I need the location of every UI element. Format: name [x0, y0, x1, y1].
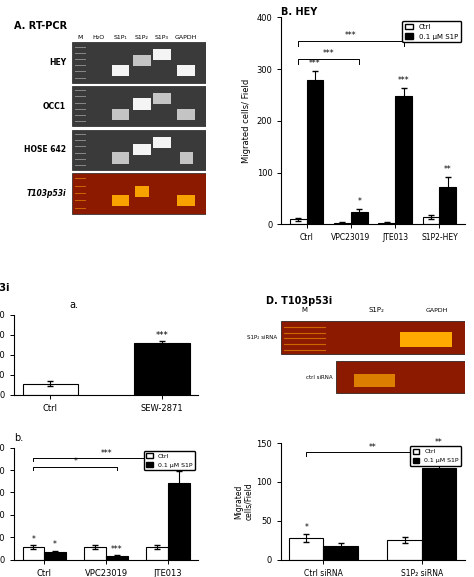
- Bar: [422, 468, 456, 560]
- Bar: [133, 55, 151, 66]
- Bar: [111, 195, 129, 207]
- Bar: [106, 556, 128, 560]
- Text: OCC1: OCC1: [43, 102, 66, 111]
- Bar: [111, 108, 129, 120]
- Y-axis label: Migrated
cells/Field: Migrated cells/Field: [234, 482, 253, 520]
- Bar: [395, 96, 412, 224]
- Bar: [111, 152, 129, 163]
- Bar: [44, 552, 66, 560]
- Text: S1P₂ siRNA: S1P₂ siRNA: [247, 335, 277, 340]
- Bar: [439, 187, 456, 224]
- Text: T103p53i: T103p53i: [27, 189, 66, 198]
- Text: ***: ***: [100, 448, 112, 458]
- Text: ***: ***: [323, 49, 335, 58]
- Text: HOSE 642: HOSE 642: [24, 145, 66, 154]
- Bar: [387, 540, 422, 560]
- Text: GAPDH: GAPDH: [426, 308, 448, 313]
- Bar: [84, 547, 106, 560]
- Bar: [23, 547, 44, 560]
- Text: H₂O: H₂O: [92, 35, 105, 40]
- Bar: [323, 546, 358, 560]
- Bar: [72, 42, 206, 83]
- Text: S1P₁: S1P₁: [113, 35, 127, 40]
- Text: ***: ***: [111, 545, 123, 554]
- Bar: [378, 223, 395, 224]
- Text: ***: ***: [309, 59, 321, 68]
- Text: C. T103p53i: C. T103p53i: [0, 283, 10, 293]
- Text: a.: a.: [69, 301, 78, 310]
- Text: ***: ***: [345, 31, 356, 40]
- Text: B. HEY: B. HEY: [282, 6, 318, 17]
- Bar: [153, 137, 171, 148]
- Text: *: *: [304, 523, 308, 533]
- Text: ***: ***: [155, 331, 168, 340]
- Bar: [336, 362, 465, 393]
- Legend: Ctrl, 0.1 μM S1P: Ctrl, 0.1 μM S1P: [144, 451, 195, 470]
- Bar: [72, 173, 206, 213]
- Text: *: *: [53, 541, 57, 549]
- Bar: [111, 65, 129, 76]
- Bar: [134, 343, 190, 395]
- Text: M: M: [301, 307, 308, 313]
- Text: S1P₃: S1P₃: [155, 35, 169, 40]
- Bar: [133, 99, 151, 110]
- Bar: [72, 130, 206, 170]
- Bar: [180, 152, 193, 163]
- Text: *: *: [73, 458, 77, 466]
- Text: b.: b.: [14, 433, 24, 443]
- Text: **: **: [435, 438, 443, 447]
- Bar: [351, 212, 368, 224]
- Legend: Ctrl, 0.1 μM S1P: Ctrl, 0.1 μM S1P: [410, 446, 461, 466]
- Bar: [135, 186, 148, 197]
- Text: **: **: [444, 165, 452, 174]
- Bar: [354, 374, 395, 387]
- Bar: [177, 108, 195, 120]
- Text: D. T103p53i: D. T103p53i: [266, 296, 332, 306]
- Text: *: *: [31, 534, 36, 544]
- Text: *: *: [357, 197, 361, 206]
- Text: **: **: [369, 443, 376, 452]
- Bar: [133, 144, 151, 155]
- Text: ***: ***: [173, 461, 185, 470]
- Bar: [334, 223, 351, 224]
- Bar: [23, 384, 78, 395]
- Bar: [153, 48, 171, 60]
- Text: HEY: HEY: [49, 58, 66, 67]
- Bar: [400, 332, 452, 347]
- Bar: [307, 81, 323, 224]
- Bar: [153, 93, 171, 104]
- Text: GAPDH: GAPDH: [175, 35, 198, 40]
- Bar: [72, 86, 206, 126]
- Bar: [290, 219, 307, 224]
- Text: ctrl siRNA: ctrl siRNA: [306, 375, 332, 380]
- Bar: [289, 538, 323, 560]
- Bar: [146, 547, 168, 560]
- Text: A. RT-PCR: A. RT-PCR: [14, 21, 67, 32]
- Bar: [177, 65, 195, 76]
- Bar: [168, 482, 190, 560]
- Y-axis label: Migrated cells/ Field: Migrated cells/ Field: [242, 79, 251, 163]
- Text: ***: ***: [398, 76, 410, 85]
- Bar: [281, 321, 465, 354]
- Text: M: M: [77, 35, 82, 40]
- Text: S1P₂: S1P₂: [135, 35, 149, 40]
- Legend: Ctrl, 0.1 μM S1P: Ctrl, 0.1 μM S1P: [402, 21, 461, 42]
- Bar: [177, 195, 195, 207]
- Text: S1P₂: S1P₂: [368, 307, 384, 313]
- Bar: [422, 217, 439, 224]
